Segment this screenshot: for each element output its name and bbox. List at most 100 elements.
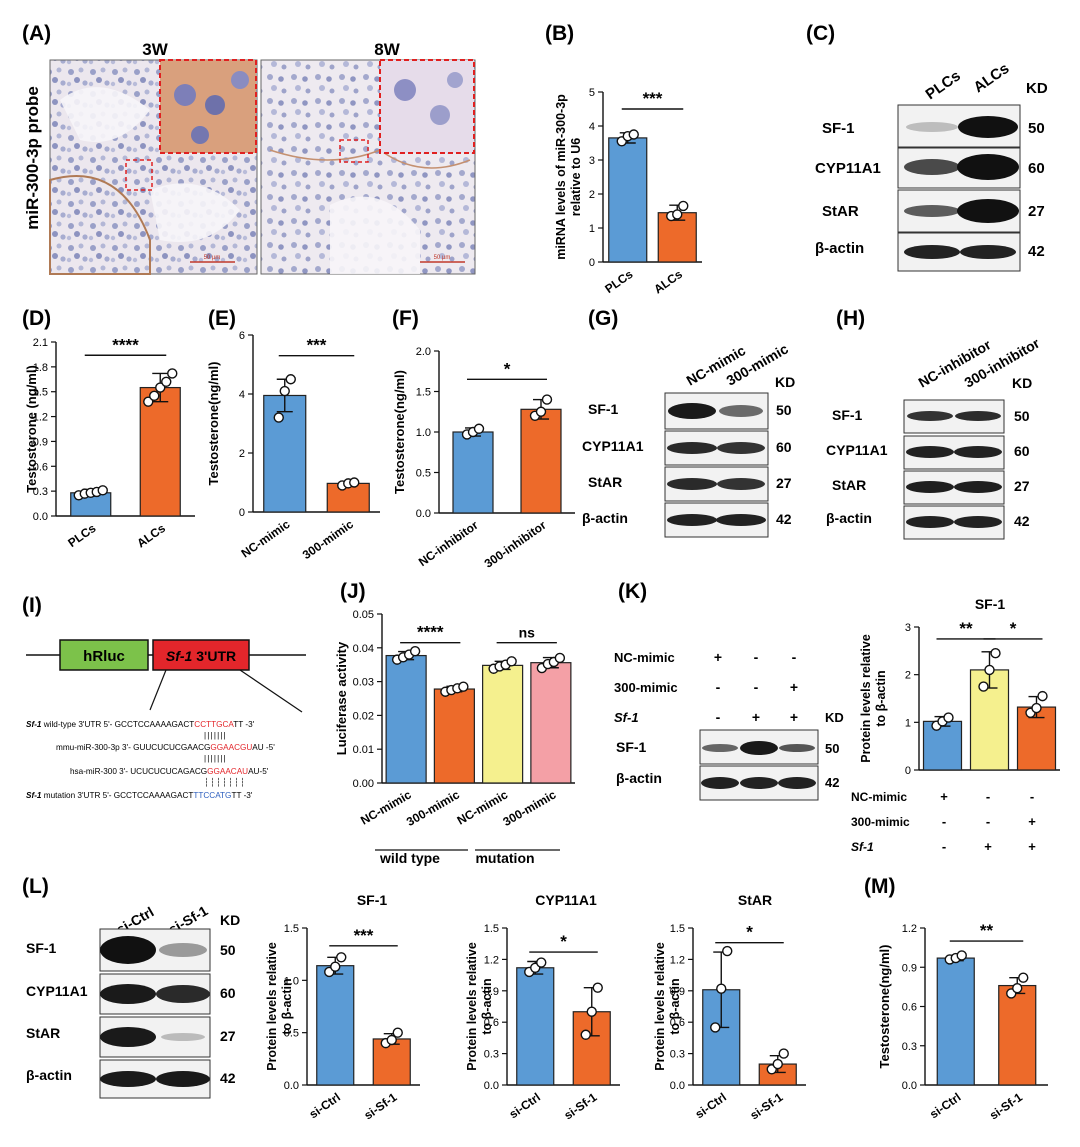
row-label: 300-mimic bbox=[614, 680, 678, 695]
panel-g: NC-mimic 300-mimic KD SF-1 CYP11A1 StAR … bbox=[582, 340, 795, 538]
panel-label-f: (F) bbox=[392, 307, 419, 330]
panel-a-title-8w: 8W bbox=[374, 40, 400, 59]
data-point bbox=[541, 394, 553, 405]
x-tick-label: si-Sf-1 bbox=[987, 1090, 1025, 1123]
y-tick-label: 1.0 bbox=[284, 975, 299, 987]
y-tick-label: 0.03 bbox=[353, 677, 374, 689]
row-label: Sf-1 bbox=[851, 840, 874, 854]
y-tick-label: 1.2 bbox=[670, 954, 685, 966]
band bbox=[957, 154, 1019, 180]
utr-label: Sf-1 3'UTR bbox=[166, 648, 236, 664]
y-tick-label: 1.0 bbox=[416, 427, 431, 439]
protein-label: CYP11A1 bbox=[815, 160, 881, 177]
y-tick-label: 1.5 bbox=[416, 387, 431, 399]
x-tick-label: si-Ctrl bbox=[693, 1090, 729, 1121]
data-point bbox=[1018, 972, 1029, 983]
y-tick-label: 0.01 bbox=[353, 744, 374, 756]
y-tick-label: 0 bbox=[589, 257, 595, 269]
data-point bbox=[1037, 690, 1048, 702]
x-tick-label: 300-mimic bbox=[300, 517, 356, 562]
row-label: 300-mimic bbox=[851, 815, 910, 829]
data-point bbox=[161, 376, 172, 387]
data-point bbox=[978, 681, 989, 692]
band bbox=[100, 1027, 156, 1047]
band bbox=[701, 777, 739, 789]
lane-label: PLCs bbox=[923, 67, 964, 103]
x-tick-label: si-Ctrl bbox=[307, 1090, 343, 1121]
y-tick-label: 1.8 bbox=[33, 362, 48, 374]
panel-l-blot: si-Ctrl si-Sf-1 KD SF-1 CYP11A1 StAR β-a… bbox=[26, 902, 240, 1099]
protein-label: StAR bbox=[26, 1025, 60, 1041]
panel-label-j: (J) bbox=[340, 580, 366, 603]
band bbox=[717, 478, 765, 490]
bar bbox=[922, 720, 963, 771]
band bbox=[907, 411, 953, 421]
sign: - bbox=[942, 839, 946, 854]
pairing-marks: ||||||| bbox=[204, 731, 227, 740]
x-tick-label: ALCs bbox=[651, 267, 685, 297]
kd-value: 42 bbox=[776, 511, 792, 527]
band bbox=[667, 442, 717, 454]
y-tick-label: 0.3 bbox=[670, 1049, 685, 1061]
kd-value: 50 bbox=[1014, 408, 1030, 424]
y-tick-label: 5 bbox=[589, 87, 595, 99]
row-label: Sf-1 bbox=[614, 710, 639, 725]
sign: - bbox=[986, 814, 990, 829]
significance-label: * bbox=[560, 932, 567, 951]
band bbox=[955, 411, 1001, 421]
x-tick-label: si-Sf-1 bbox=[361, 1090, 399, 1123]
y-tick-label: 1 bbox=[905, 717, 911, 729]
sign: - bbox=[754, 679, 759, 695]
sign: - bbox=[1030, 789, 1034, 804]
y-axis-label-line1: Protein levels relative bbox=[465, 942, 479, 1071]
bar bbox=[452, 431, 494, 514]
band bbox=[904, 205, 960, 217]
y-tick-label: 0.0 bbox=[284, 1080, 299, 1092]
protein-label: CYP11A1 bbox=[826, 442, 888, 458]
band bbox=[958, 116, 1018, 138]
y-tick-label: 1.5 bbox=[33, 387, 48, 399]
sign: - bbox=[942, 814, 946, 829]
y-axis-label-line2: relative to U6 bbox=[569, 138, 583, 217]
band bbox=[702, 744, 738, 752]
panel-j-groups: wild type mutation bbox=[375, 849, 560, 866]
data-point bbox=[330, 961, 341, 972]
data-point bbox=[336, 952, 347, 963]
significance-label: ns bbox=[519, 625, 536, 641]
y-axis-label-line2: to β-actin bbox=[280, 978, 294, 1034]
protein-label: StAR bbox=[832, 477, 866, 493]
kd-value: 50 bbox=[1028, 120, 1045, 137]
protein-label: CYP11A1 bbox=[26, 983, 88, 999]
micrograph-3w: 50 µm bbox=[49, 59, 258, 275]
kd-value: 27 bbox=[776, 475, 792, 491]
data-point bbox=[984, 664, 995, 676]
x-tick-label: 300-mimic bbox=[404, 787, 462, 829]
pairing-marks: ||||||| bbox=[204, 754, 227, 763]
panel-label-g: (G) bbox=[588, 307, 618, 330]
y-tick-label: 1.2 bbox=[484, 954, 499, 966]
kd-header: KD bbox=[825, 710, 844, 725]
data-point bbox=[628, 129, 639, 140]
sign: - bbox=[754, 649, 759, 665]
band bbox=[667, 514, 717, 526]
y-tick-label: 0.3 bbox=[484, 1049, 499, 1061]
protein-label: SF-1 bbox=[822, 120, 855, 137]
band bbox=[954, 516, 1002, 528]
panel-label-k: (K) bbox=[618, 580, 647, 603]
panel-i: hRluc Sf-1 3'UTR Sf-1 wild-type 3'UTR 5'… bbox=[26, 639, 306, 800]
y-tick-label: 2 bbox=[905, 670, 911, 682]
y-axis-label-line2: to β-actin bbox=[874, 670, 888, 726]
band bbox=[668, 403, 716, 419]
sequence-mutation: Sf-1 mutation 3'UTR 5'- GCCTCCAAAAGACTTT… bbox=[26, 791, 253, 800]
band bbox=[161, 1033, 205, 1041]
y-tick-label: 0.02 bbox=[353, 710, 374, 722]
y-tick-label: 3 bbox=[589, 155, 595, 167]
data-point bbox=[586, 1006, 597, 1017]
y-axis-label-line1: Protein levels relative bbox=[859, 634, 873, 763]
panel-label-m: (M) bbox=[864, 875, 895, 898]
kd-value: 42 bbox=[1014, 513, 1030, 529]
chart-l-cyp11a1: 0.0 0.3 0.6 0.9 1.2 1.5 Protein levels relativ… bbox=[465, 892, 620, 1123]
kd-value: 42 bbox=[1028, 243, 1045, 260]
